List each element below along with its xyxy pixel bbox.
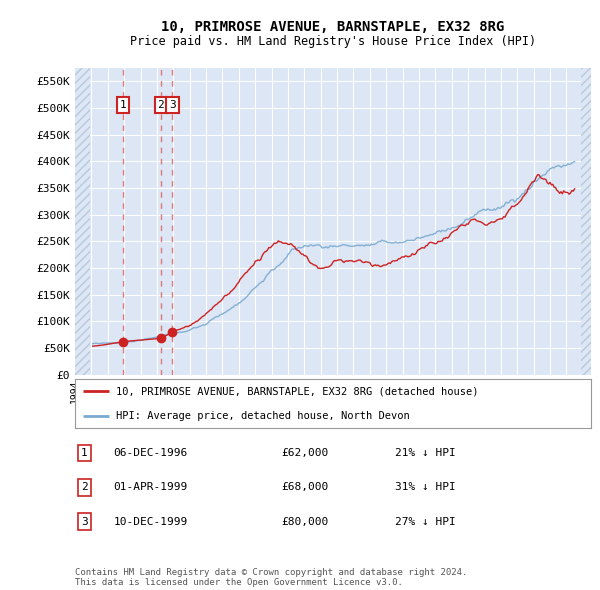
Text: 06-DEC-1996: 06-DEC-1996 [114,448,188,458]
Text: 2: 2 [158,100,164,110]
Text: 2: 2 [81,483,88,492]
Text: 10-DEC-1999: 10-DEC-1999 [114,517,188,526]
Text: 1: 1 [119,100,126,110]
Text: 3: 3 [81,517,88,526]
Text: This data is licensed under the Open Government Licence v3.0.: This data is licensed under the Open Gov… [75,578,403,587]
Text: 27% ↓ HPI: 27% ↓ HPI [395,517,455,526]
Text: 31% ↓ HPI: 31% ↓ HPI [395,483,455,492]
Text: 3: 3 [169,100,176,110]
Text: HPI: Average price, detached house, North Devon: HPI: Average price, detached house, Nort… [116,411,410,421]
Text: Price paid vs. HM Land Registry's House Price Index (HPI): Price paid vs. HM Land Registry's House … [130,35,536,48]
Text: 01-APR-1999: 01-APR-1999 [114,483,188,492]
Text: £62,000: £62,000 [281,448,329,458]
Text: 21% ↓ HPI: 21% ↓ HPI [395,448,455,458]
Text: Contains HM Land Registry data © Crown copyright and database right 2024.: Contains HM Land Registry data © Crown c… [75,568,467,577]
Text: £80,000: £80,000 [281,517,329,526]
Text: 1: 1 [81,448,88,458]
Text: 10, PRIMROSE AVENUE, BARNSTAPLE, EX32 8RG (detached house): 10, PRIMROSE AVENUE, BARNSTAPLE, EX32 8R… [116,386,479,396]
Text: £68,000: £68,000 [281,483,329,492]
Text: 10, PRIMROSE AVENUE, BARNSTAPLE, EX32 8RG: 10, PRIMROSE AVENUE, BARNSTAPLE, EX32 8R… [161,19,505,34]
